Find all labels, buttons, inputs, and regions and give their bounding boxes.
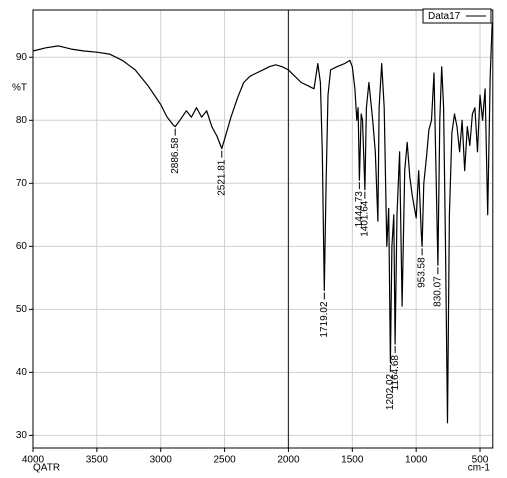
x-tick-label: 500 bbox=[472, 455, 489, 466]
peak-label: 953.58 bbox=[417, 257, 428, 288]
plot-frame bbox=[32, 9, 494, 449]
legend-box bbox=[422, 8, 492, 24]
peak-label: 1444.73 bbox=[354, 191, 365, 228]
peak-label: 1719.02 bbox=[319, 301, 330, 338]
x-axis-label: cm-1 bbox=[468, 463, 491, 474]
y-axis-label: %T bbox=[12, 83, 27, 94]
x-tick-label: 4000 bbox=[22, 455, 45, 466]
x-tick-label: 2500 bbox=[213, 455, 236, 466]
y-tick-label: 60 bbox=[16, 241, 28, 252]
x-tick-label: 3500 bbox=[86, 455, 109, 466]
y-tick-label: 80 bbox=[16, 115, 28, 126]
peak-label: 2886.58 bbox=[170, 137, 181, 174]
y-tick-label: 70 bbox=[16, 178, 28, 189]
x-tick-label: 2000 bbox=[277, 455, 300, 466]
x-note: QATR bbox=[33, 463, 60, 474]
legend-label: Data17 bbox=[428, 11, 461, 22]
x-tick-label: 3000 bbox=[150, 455, 173, 466]
y-tick-label: 40 bbox=[16, 367, 28, 378]
y-tick-label: 50 bbox=[16, 304, 28, 315]
peak-label: 2521.81 bbox=[216, 159, 227, 196]
y-tick-label: 30 bbox=[16, 430, 28, 441]
x-tick-label: 1000 bbox=[405, 455, 428, 466]
peak-label: 830.07 bbox=[433, 276, 444, 307]
x-tick-label: 1500 bbox=[341, 455, 364, 466]
peak-label: 1401.64 bbox=[360, 200, 371, 237]
spectrum-line bbox=[32, 22, 493, 424]
y-tick-label: 90 bbox=[16, 52, 28, 63]
peak-label: 1164.68 bbox=[390, 355, 401, 391]
peak-label: 1202.02 bbox=[385, 373, 396, 410]
